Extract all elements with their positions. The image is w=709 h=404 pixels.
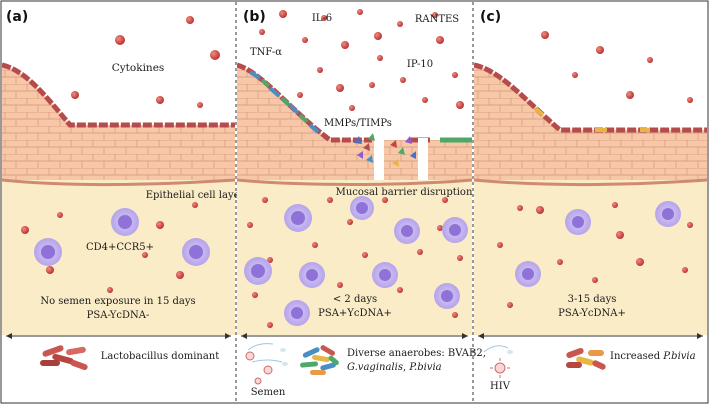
mmp-triangles <box>354 133 416 167</box>
increased-pbivia-label: Increased P.bivia <box>610 351 696 362</box>
panel-a-letter: (a) <box>6 9 28 25</box>
semen-label: Semen <box>251 387 286 398</box>
tnf-alpha-label: TNF-α <box>250 47 282 58</box>
hiv-label: HIV <box>490 381 511 392</box>
epithelial-layer-label: Epithelial cell layer <box>146 190 245 201</box>
top-cell-layer-b <box>237 62 372 143</box>
ip10-label: IP-10 <box>407 59 433 70</box>
epithelium <box>2 65 235 180</box>
panel-c-status-line1: 3-15 days <box>568 294 617 305</box>
panel-a-cytokines <box>21 16 220 293</box>
panel-b-immune-cells <box>244 196 468 326</box>
panel-a-status-line2: PSA-YcDNA- <box>87 310 150 321</box>
pbivia-species: P.bivia <box>662 351 695 362</box>
epithelium-b <box>237 65 472 180</box>
basement-membrane <box>2 178 235 186</box>
pbivia-label: P.bivia <box>408 362 441 373</box>
hiv-icon <box>483 345 513 378</box>
panel-c-letter: (c) <box>480 9 501 25</box>
anaerobes-label-line2: G.vaginalis, P.bivia <box>347 362 442 373</box>
cytokines-label: Cytokines <box>112 62 165 74</box>
il6-label: IL-6 <box>312 13 332 24</box>
panel-b-status-line2: PSA+YcDNA+ <box>318 308 392 319</box>
top-cell-layer-c <box>474 62 707 133</box>
anaerobes-separator: , <box>403 362 409 373</box>
panel-b-letter: (b) <box>243 9 266 25</box>
barrier-disruption-label: Mucosal barrier disruption <box>336 187 473 198</box>
panel-b-cytokines <box>247 9 464 328</box>
timeline-arrows <box>6 333 703 339</box>
epithelium-c <box>474 65 707 180</box>
panel-c-cytokines <box>497 31 693 308</box>
mmps-timps-label: MMPs/TIMPs <box>324 118 392 129</box>
panel-c-immune-cells <box>515 201 681 287</box>
rantes-label: RANTES <box>415 14 459 25</box>
cd4-ccr5-label: CD4+CCR5+ <box>86 242 154 253</box>
panel-b-status-line1: < 2 days <box>333 294 377 305</box>
increased-prefix: Increased <box>610 351 663 362</box>
anaerobes-label-line1: Diverse anaerobes: BVAB2, <box>347 348 486 359</box>
pbivia-bacteria-icon <box>566 347 606 370</box>
gvaginalis-label: G.vaginalis <box>347 362 403 373</box>
panel-a-immune-cells <box>34 208 210 266</box>
lactobacillus-label: Lactobacillus dominant <box>101 351 220 362</box>
panel-c-status-line2: PSA-YcDNA+ <box>558 308 626 319</box>
top-cell-layer <box>2 62 235 128</box>
lactobacillus-icon <box>40 345 88 371</box>
panel-c <box>474 2 707 335</box>
semen-icon <box>245 343 288 385</box>
panel-a <box>2 2 235 335</box>
anaerobes-icon <box>300 345 339 375</box>
panel-a-status-line1: No semen exposure in 15 days <box>40 296 195 307</box>
